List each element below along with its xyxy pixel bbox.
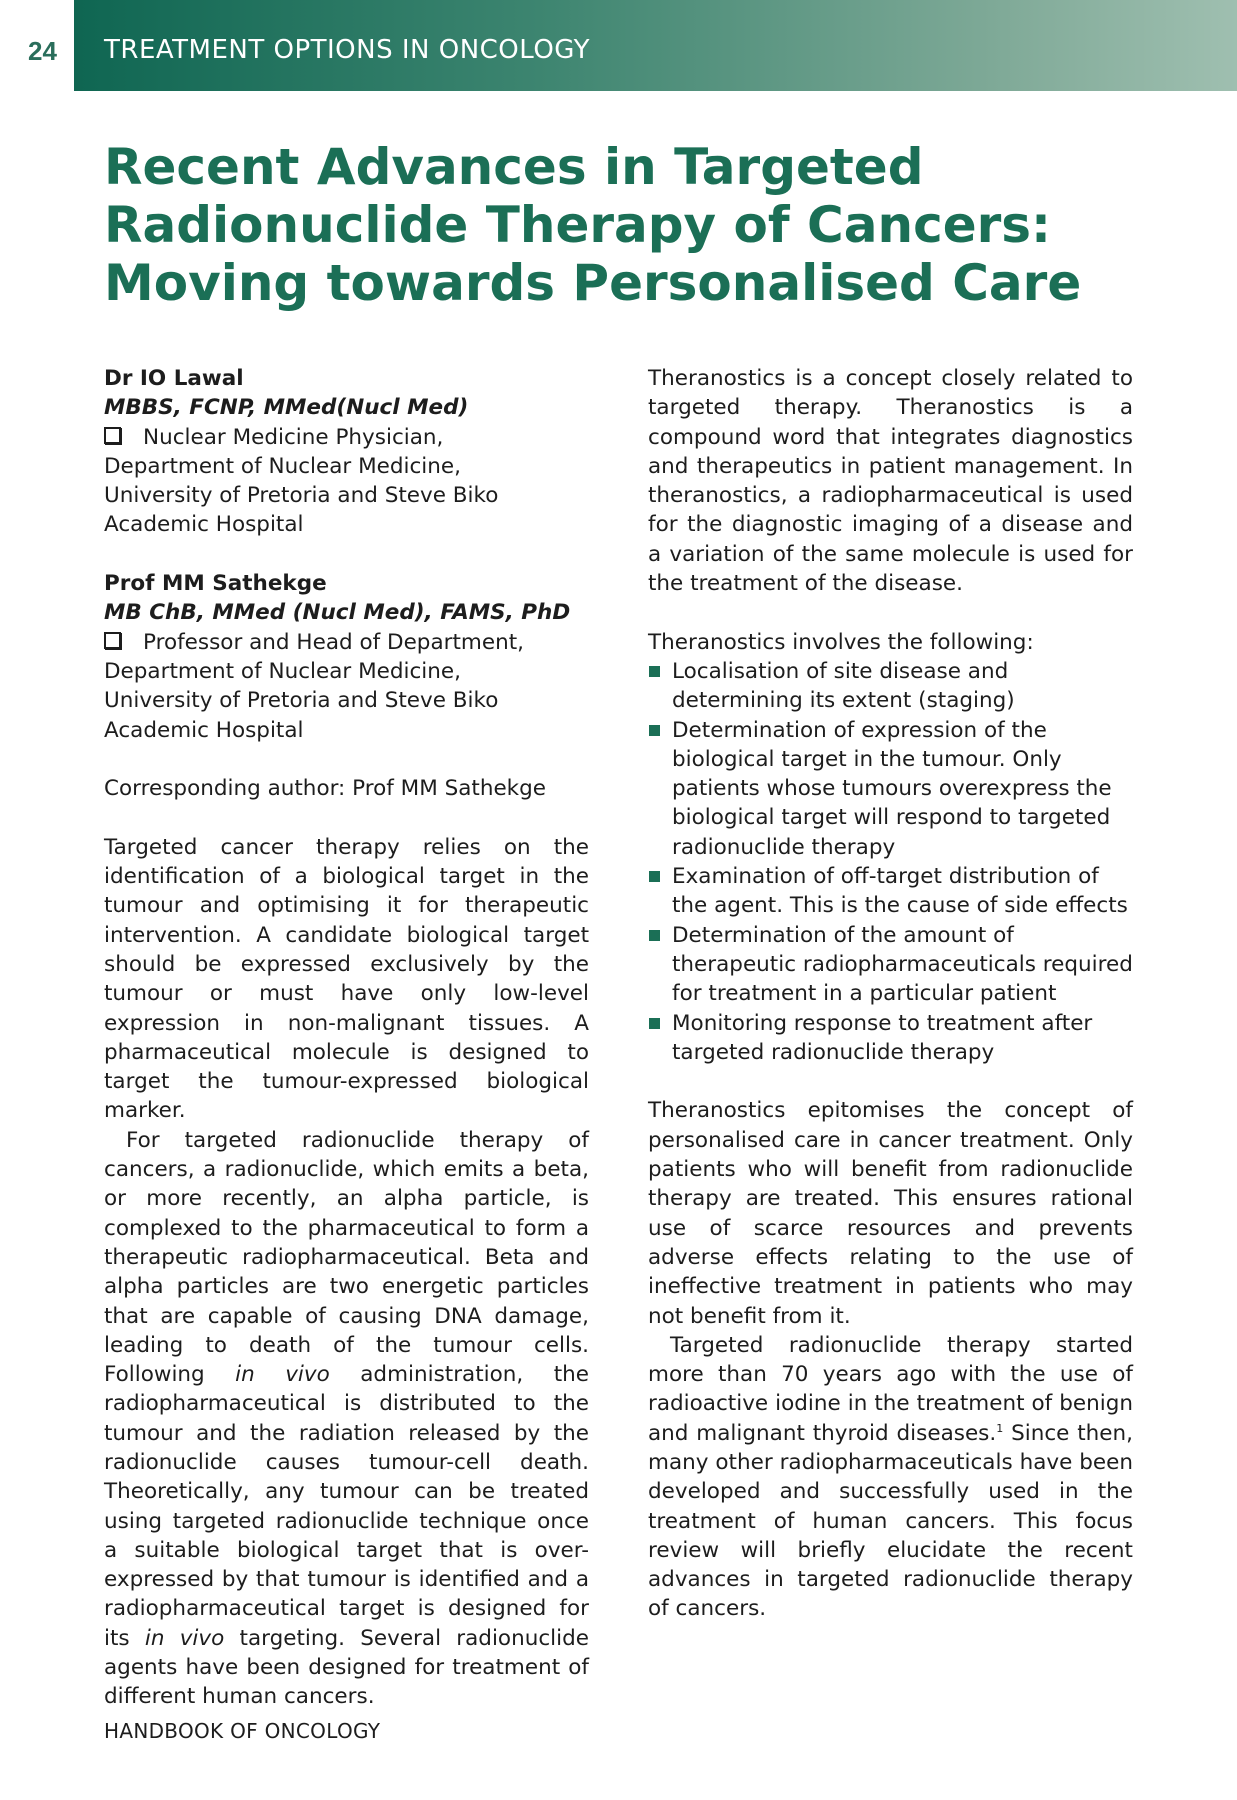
affiliation-line: University of Pretoria and Steve Biko	[104, 483, 499, 509]
author-name: Prof MM Sathekge	[104, 571, 327, 597]
list-item: Monitoring response to treatment after t…	[648, 1009, 1133, 1068]
list-item: Examination of off-target distribution o…	[648, 862, 1133, 921]
body-paragraph: Targeted radionuclide therapy started mo…	[648, 1332, 1133, 1622]
affiliation-line: Nuclear Medicine Physician,	[104, 423, 589, 452]
list-item: Determination of expression of the biolo…	[648, 716, 1133, 862]
citation-superscript: 1	[996, 1421, 1004, 1435]
list-item: Determination of the amount of therapeut…	[648, 921, 1133, 1009]
title-line: Radionuclide Therapy of Cancers:	[104, 196, 1052, 254]
author-name: Dr IO Lawal	[104, 366, 244, 391]
footer-text: HANDBOOK OF ONCOLOGY	[104, 1719, 381, 1743]
author-block: Prof MM Sathekge MB ChB, MMed (Nucl Med)…	[104, 569, 589, 745]
list-intro: Theranostics involves the following:	[648, 629, 1034, 655]
checkbox-icon	[104, 426, 121, 444]
checkbox-icon	[104, 631, 121, 649]
body-paragraph: Targeted cancer therapy relies on the id…	[104, 834, 589, 1124]
affiliation-line: Department of Nuclear Medicine,	[104, 658, 461, 684]
article-title: Recent Advances in Targeted Radionuclide…	[104, 138, 1184, 312]
left-column: Dr IO Lawal MBBS, FCNP, MMed(Nucl Med) N…	[104, 364, 589, 1712]
affiliation-line: Department of Nuclear Medicine,	[104, 453, 461, 479]
affiliation-line: Academic Hospital	[104, 512, 304, 538]
affiliation-line: Professor and Head of Department,	[104, 628, 589, 657]
list-item: Localisation of site disease and determi…	[648, 657, 1133, 716]
body-paragraph: For targeted radionuclide therapy of can…	[104, 1127, 589, 1710]
square-bullet-icon	[649, 665, 660, 677]
affiliation-line: Academic Hospital	[104, 717, 304, 743]
right-column: Theranostics is a concept closely relate…	[648, 364, 1133, 1624]
square-bullet-icon	[649, 1017, 660, 1029]
author-qualifications: MBBS, FCNP, MMed(Nucl Med)	[104, 395, 469, 421]
header-band: TREATMENT OPTIONS IN ONCOLOGY	[74, 0, 1237, 91]
corresponding-author: Corresponding author: Prof MM Sathekge	[104, 776, 547, 802]
square-bullet-icon	[649, 724, 660, 736]
body-paragraph: Theranostics epitomises the concept of p…	[648, 1098, 1133, 1329]
title-line: Moving towards Personalised Care	[104, 254, 1082, 312]
body-paragraph: Theranostics is a concept closely relate…	[648, 366, 1133, 597]
section-title: TREATMENT OPTIONS IN ONCOLOGY	[104, 35, 591, 65]
theranostics-list: Localisation of site disease and determi…	[648, 657, 1133, 1067]
page-number: 24	[28, 36, 57, 66]
title-line: Recent Advances in Targeted	[104, 138, 924, 196]
square-bullet-icon	[649, 871, 660, 883]
author-block: Dr IO Lawal MBBS, FCNP, MMed(Nucl Med) N…	[104, 364, 589, 540]
square-bullet-icon	[649, 929, 660, 941]
author-qualifications: MB ChB, MMed (Nucl Med), FAMS, PhD	[104, 600, 571, 626]
affiliation-line: University of Pretoria and Steve Biko	[104, 688, 499, 714]
